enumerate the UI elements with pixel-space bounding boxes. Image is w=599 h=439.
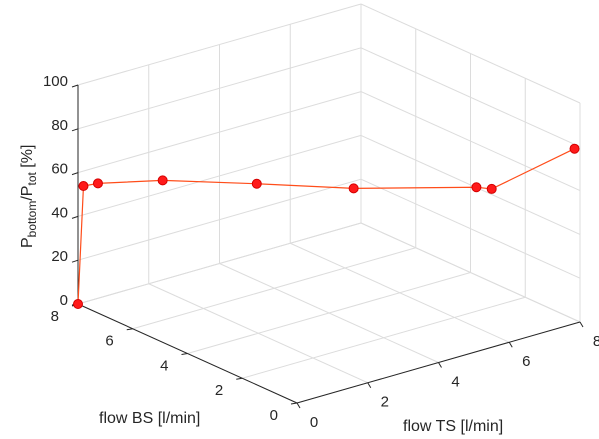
floor-grid-y <box>187 272 471 354</box>
z-label-unit: [%] <box>19 145 36 173</box>
x-tick-label: 0 <box>310 414 318 431</box>
floor-grid-y <box>242 296 526 379</box>
y-tick-label: 4 <box>160 357 168 374</box>
wall-grid-z <box>360 47 581 148</box>
x-tick-mark <box>296 402 301 409</box>
wall-grid-z <box>360 222 581 323</box>
x-tick-mark <box>579 321 584 328</box>
y-tick-label: 2 <box>215 382 223 399</box>
wall-grid-z2 <box>77 222 362 305</box>
series-line <box>77 148 575 305</box>
y-tick-mark <box>236 377 243 380</box>
z-tick-mark <box>71 84 79 88</box>
z-tick-label: 80 <box>51 117 68 134</box>
z-tick-label: 40 <box>51 204 68 221</box>
y-tick-label: 8 <box>51 308 59 325</box>
wall-grid-z <box>360 3 581 104</box>
wall-grid-z2 <box>77 47 362 130</box>
y-tick-mark <box>126 328 133 331</box>
wall-grid-z2 <box>77 91 362 174</box>
z-label-sub1: bottom <box>25 201 39 238</box>
data-point <box>78 181 89 192</box>
wall-grid-z2 <box>77 134 362 217</box>
z-tick-mark <box>71 172 79 176</box>
data-series <box>73 143 580 309</box>
z-tick-mark <box>71 128 79 132</box>
x-axis-label: flow TS [l/min] <box>403 418 503 435</box>
y-axis-label: flow BS [l/min] <box>99 410 200 427</box>
wall-grid-z <box>360 134 581 235</box>
data-point <box>157 175 168 186</box>
x-tick-label: 8 <box>593 333 599 350</box>
data-point <box>73 299 83 309</box>
z-label-mid: /P <box>19 186 36 201</box>
z-tick-label: 60 <box>51 161 68 178</box>
wall-grid-z <box>360 178 581 279</box>
x-tick-mark <box>438 362 442 368</box>
z-label-sub2: tot <box>25 172 39 186</box>
wall-grid-z <box>360 91 581 192</box>
y-tick-mark <box>181 353 188 355</box>
data-point <box>569 143 580 154</box>
wall-grid-z2 <box>77 178 362 261</box>
x-tick-label: 4 <box>451 373 459 390</box>
x-tick-mark <box>508 341 513 348</box>
z-tick-mark <box>71 215 79 219</box>
z-tick-mark <box>71 259 79 263</box>
wall-grid-z2 <box>77 3 362 86</box>
y-tick-mark <box>290 402 298 405</box>
data-point <box>471 182 482 193</box>
axis-frame <box>71 84 584 409</box>
data-point <box>92 178 103 189</box>
data-point <box>251 178 262 189</box>
floor-grid-y <box>132 247 416 330</box>
z-tick-label: 100 <box>43 73 68 90</box>
z-axis-label: Pbottom/Ptot [%] <box>19 145 39 248</box>
y-tick-label: 0 <box>270 407 278 424</box>
data-point <box>348 183 359 194</box>
z-tick-label: 0 <box>60 292 68 309</box>
y-tick-label: 6 <box>105 333 113 350</box>
x-tick-mark <box>367 382 372 389</box>
z-tick-label: 20 <box>51 248 68 265</box>
x-tick-label: 2 <box>381 394 389 411</box>
x-tick-label: 6 <box>522 353 530 370</box>
data-point <box>486 183 497 194</box>
z-label-main: P <box>19 237 36 248</box>
